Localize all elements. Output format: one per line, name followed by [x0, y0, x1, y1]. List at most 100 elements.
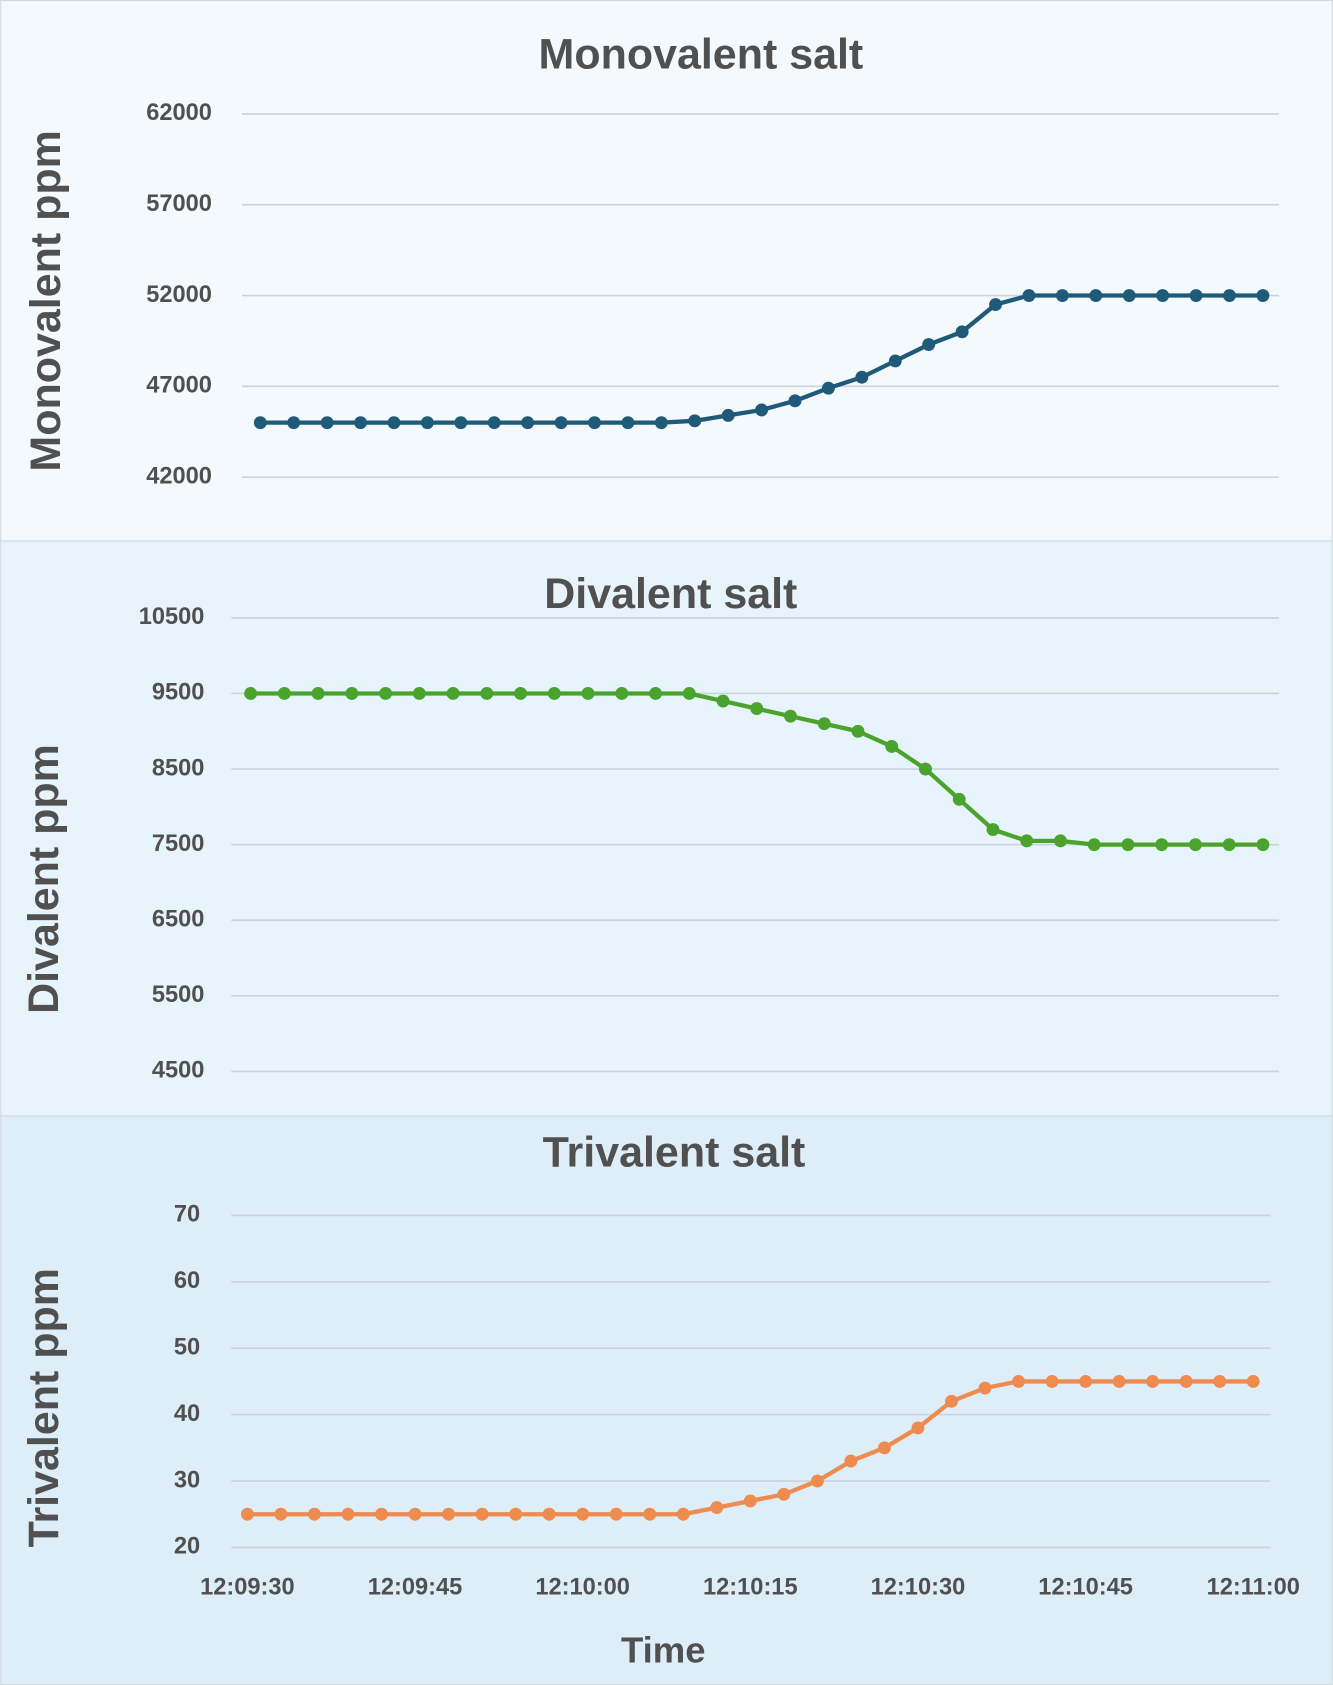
marker [240, 1507, 254, 1521]
marker [885, 739, 899, 753]
marker [1045, 1374, 1059, 1388]
chart-title: Trivalent salt [543, 1129, 806, 1177]
y-tick-label: 20 [174, 1534, 200, 1560]
marker [788, 394, 802, 408]
marker [408, 1507, 422, 1521]
marker [716, 694, 730, 708]
marker [955, 325, 969, 339]
marker [952, 792, 966, 806]
marker [475, 1507, 489, 1521]
marker [547, 687, 561, 700]
marker [1188, 838, 1202, 852]
y-tick-label: 9500 [152, 680, 205, 706]
marker [1189, 289, 1203, 302]
marker [1054, 834, 1067, 848]
x-tick-label: 12:11:00 [1207, 1575, 1300, 1601]
marker [978, 1381, 992, 1395]
marker [588, 416, 601, 430]
y-tick-label: 57000 [146, 191, 212, 217]
marker [945, 1394, 958, 1408]
marker [986, 823, 1000, 836]
marker [777, 1487, 791, 1501]
marker [1112, 1374, 1126, 1388]
marker [721, 408, 735, 422]
marker [454, 416, 468, 430]
marker [919, 762, 932, 776]
marker [420, 416, 434, 430]
marker [480, 687, 494, 700]
marker [844, 1454, 858, 1468]
marker [341, 1507, 355, 1521]
marker [755, 403, 769, 417]
marker [743, 1494, 757, 1508]
marker [1089, 289, 1103, 302]
marker [554, 416, 568, 430]
x-tick-label: 12:10:00 [535, 1575, 630, 1601]
x-tick-label: 12:09:30 [200, 1575, 295, 1601]
marker [1246, 1374, 1260, 1388]
y-tick-label: 60 [174, 1268, 200, 1294]
marker [576, 1507, 590, 1521]
y-tick-label: 6500 [152, 906, 205, 932]
marker [784, 709, 797, 723]
marker [643, 1507, 657, 1521]
y-tick-label: 8500 [152, 755, 205, 781]
marker [311, 687, 325, 700]
marker [442, 1507, 456, 1521]
y-tick-label: 62000 [146, 100, 212, 126]
marker [676, 1507, 690, 1521]
marker [387, 416, 401, 430]
marker [379, 687, 393, 700]
marker [911, 1421, 925, 1435]
marker [609, 1507, 623, 1521]
y-tick-label: 52000 [146, 282, 212, 308]
marker [817, 717, 831, 731]
marker [1012, 1374, 1025, 1388]
x-tick-label: 12:10:30 [871, 1575, 966, 1601]
y-tick-label: 42000 [146, 463, 212, 489]
x-tick-label: 12:10:45 [1038, 1575, 1133, 1601]
marker [649, 687, 662, 700]
y-axis-label: Monovalent ppm [22, 130, 70, 471]
marker [1079, 1374, 1093, 1388]
chart-title: Divalent salt [544, 570, 797, 618]
y-tick-label: 30 [174, 1467, 200, 1493]
y-tick-label: 40 [174, 1401, 200, 1427]
marker [514, 687, 528, 700]
marker [1146, 1374, 1160, 1388]
marker [244, 687, 258, 700]
marker [810, 1474, 824, 1488]
marker [855, 370, 869, 384]
marker [989, 298, 1002, 312]
y-tick-label: 5500 [152, 982, 205, 1008]
marker [615, 687, 629, 700]
marker [1121, 838, 1135, 852]
marker [253, 416, 267, 430]
marker [1022, 289, 1036, 302]
marker [851, 724, 865, 738]
marker [320, 416, 334, 430]
panel [0, 0, 1333, 542]
marker [1087, 838, 1101, 852]
marker [750, 702, 764, 716]
marker [487, 416, 501, 430]
marker [345, 687, 359, 700]
marker [682, 687, 696, 700]
marker [1122, 289, 1136, 302]
marker [1156, 289, 1170, 302]
y-tick-label: 7500 [152, 831, 205, 857]
marker [888, 354, 902, 368]
marker [1256, 838, 1270, 852]
marker [274, 1507, 288, 1521]
marker [621, 416, 635, 430]
marker [1223, 289, 1236, 302]
marker [654, 416, 668, 430]
marker [1179, 1374, 1193, 1388]
panel [0, 1115, 1333, 1685]
marker [1155, 838, 1169, 852]
marker [375, 1507, 388, 1521]
y-tick-label: 4500 [152, 1058, 205, 1084]
marker [688, 414, 702, 428]
